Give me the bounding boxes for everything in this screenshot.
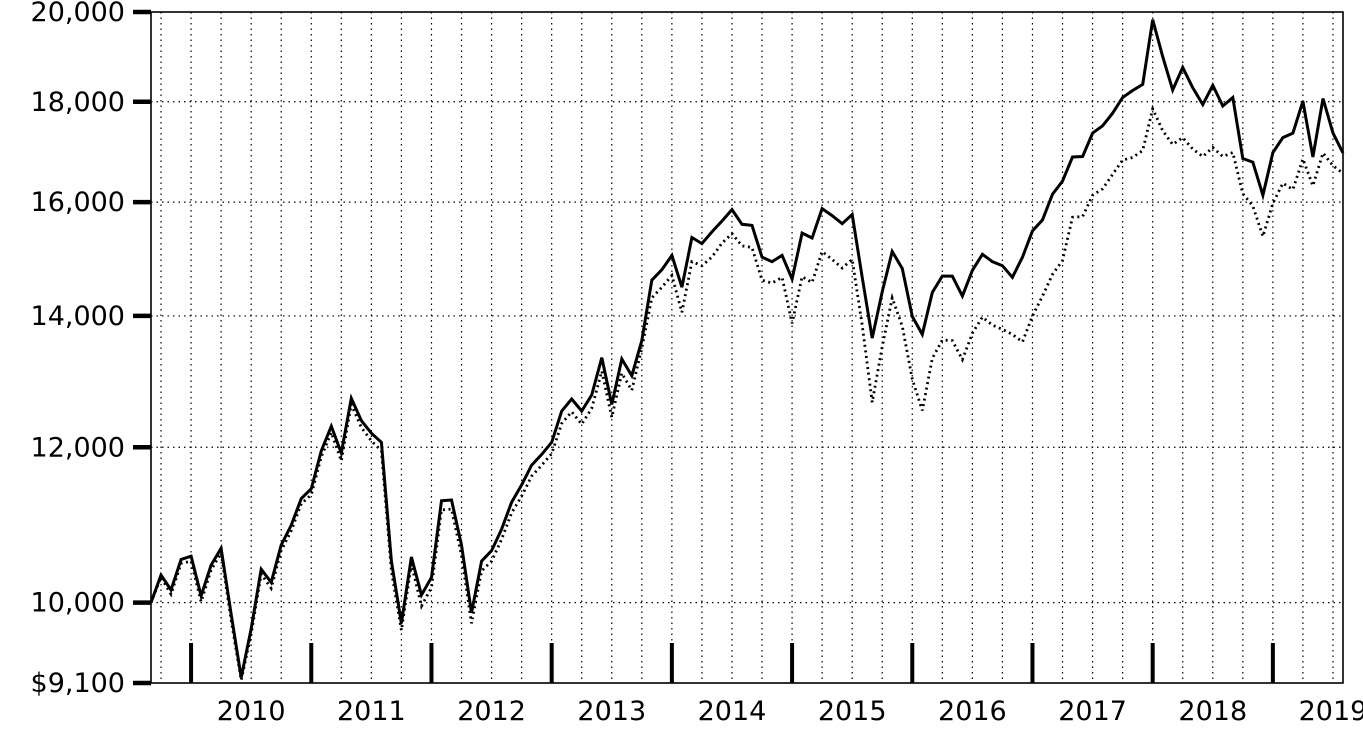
y-tick-label: 14,000: [31, 301, 125, 332]
x-year-label: 2014: [698, 696, 767, 727]
y-tick-label: 10,000: [31, 588, 125, 619]
x-year-label: 2015: [818, 696, 887, 727]
y-tick-label: 20,000: [31, 0, 125, 28]
plot-border: [150, 11, 1344, 684]
y-tick-label: $9,100: [31, 668, 125, 699]
dotted-line: [149, 104, 1344, 681]
x-year-label: 2011: [337, 696, 406, 727]
x-year-label: 2012: [457, 696, 526, 727]
y-tick-label: 18,000: [31, 87, 125, 118]
x-year-label: 2016: [938, 696, 1007, 727]
x-year-label: 2018: [1178, 696, 1247, 727]
solid-line: [149, 19, 1345, 678]
y-tick-label: 12,000: [31, 432, 125, 463]
x-year-label: 2013: [577, 696, 646, 727]
x-year-label: 2017: [1058, 696, 1127, 727]
x-year-label: 2019: [1299, 696, 1363, 727]
x-year-label: 2010: [217, 696, 286, 727]
y-tick-label: 16,000: [31, 187, 125, 218]
